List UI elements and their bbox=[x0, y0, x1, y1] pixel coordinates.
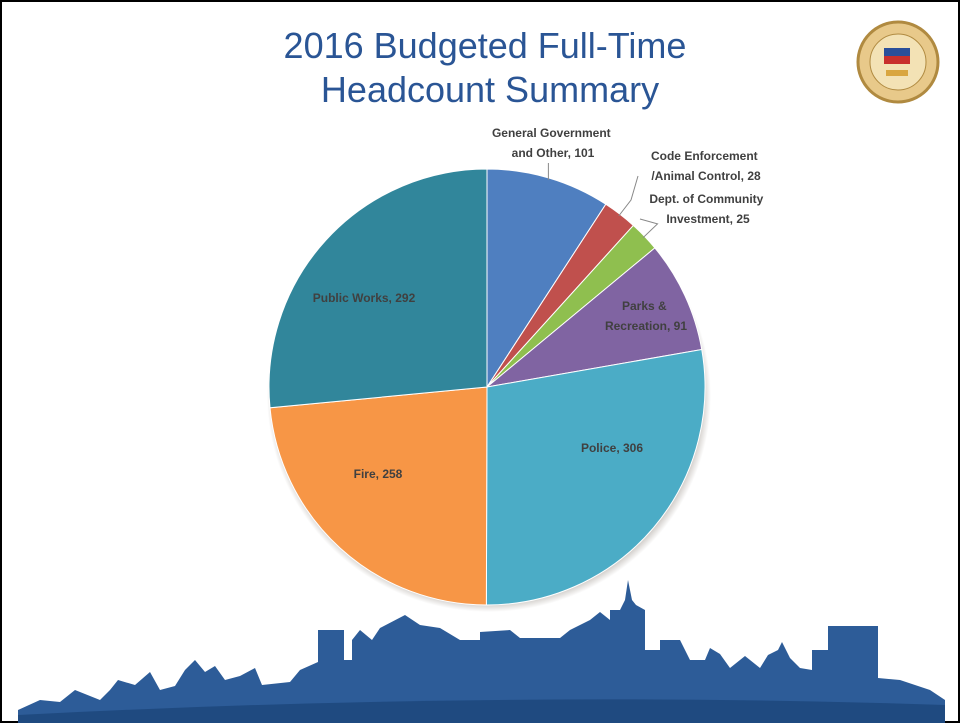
chart-title: 2016 Budgeted Full-Time Headcount Summar… bbox=[284, 25, 697, 110]
ground bbox=[18, 699, 945, 723]
data-label: Fire, 258 bbox=[354, 467, 403, 481]
data-label: Public Works, 292 bbox=[313, 291, 416, 305]
data-label: Code Enforcement /Animal Control, 28 bbox=[651, 149, 761, 183]
pie-slice bbox=[269, 386, 488, 606]
data-label: Parks & Recreation, 91 bbox=[605, 299, 687, 333]
seal bbox=[856, 20, 940, 104]
pie-slice bbox=[485, 348, 706, 606]
leader-line bbox=[639, 218, 659, 239]
data-label: General Government and Other, 101 bbox=[492, 126, 614, 160]
pie-slice bbox=[486, 168, 607, 389]
pie bbox=[268, 168, 706, 606]
pie-slice bbox=[268, 168, 488, 409]
data-label: Dept. of Community Investment, 25 bbox=[649, 192, 766, 226]
pie-slice bbox=[485, 247, 703, 388]
data-label: Police, 306 bbox=[581, 441, 643, 455]
leader-line bbox=[618, 175, 639, 217]
skyline bbox=[18, 580, 945, 723]
